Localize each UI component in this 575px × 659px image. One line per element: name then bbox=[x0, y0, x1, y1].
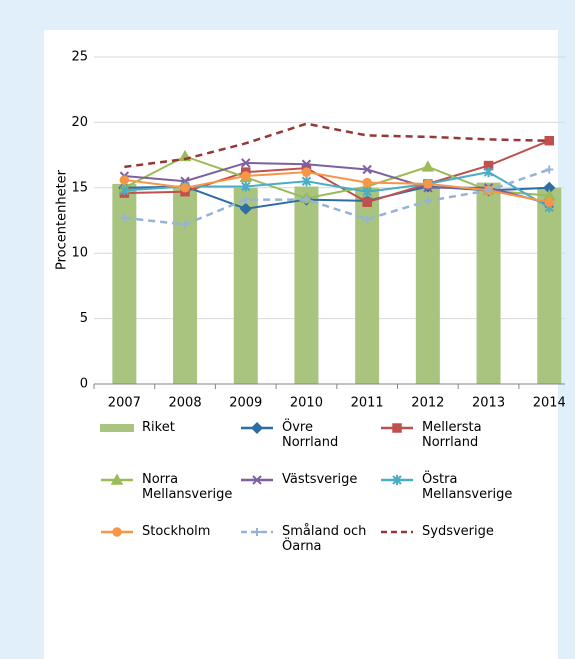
legend-item: Västsverige bbox=[240, 472, 380, 512]
legend-swatch bbox=[101, 473, 133, 485]
line bbox=[124, 139, 550, 204]
bar bbox=[294, 186, 319, 384]
legend-item: Övre Norrland bbox=[240, 420, 380, 460]
legend-item: Småland och Öarna bbox=[240, 524, 380, 564]
marker bbox=[181, 220, 190, 229]
x-tick-label: 2011 bbox=[351, 396, 384, 411]
y-tick-label: 25 bbox=[71, 50, 88, 65]
marker bbox=[119, 175, 130, 185]
legend-swatch bbox=[101, 527, 133, 537]
y-tick-label: 0 bbox=[80, 377, 88, 392]
legend-label: Östra Mellansverige bbox=[422, 472, 513, 502]
y-axis-label: Procentenheter bbox=[55, 169, 70, 270]
marker bbox=[544, 197, 554, 207]
legend-label: Norra Mellansverige bbox=[142, 472, 233, 502]
legend-label: Västsverige bbox=[282, 472, 358, 487]
legend-swatch bbox=[241, 475, 273, 485]
marker bbox=[544, 135, 554, 146]
legend-label: Stockholm bbox=[142, 524, 211, 539]
legend-swatch bbox=[381, 530, 413, 534]
marker bbox=[241, 181, 251, 192]
marker bbox=[119, 185, 130, 196]
y-tick-label: 20 bbox=[71, 115, 88, 130]
marker bbox=[250, 421, 264, 435]
y-tick-label: 5 bbox=[80, 311, 88, 326]
marker bbox=[241, 195, 250, 204]
legend-item: Östra Mellansverige bbox=[380, 472, 540, 512]
x-tick-label: 2008 bbox=[169, 396, 202, 411]
marker bbox=[301, 159, 312, 169]
legend-label: Övre Norrland bbox=[282, 420, 339, 450]
marker bbox=[392, 475, 402, 485]
marker bbox=[301, 176, 312, 187]
marker bbox=[241, 158, 251, 168]
legend-swatch bbox=[100, 424, 134, 432]
marker bbox=[112, 527, 122, 537]
marker bbox=[363, 215, 372, 224]
marker bbox=[239, 202, 252, 215]
legend-item: Stockholm bbox=[100, 524, 240, 564]
x-tick-label: 2014 bbox=[533, 396, 566, 411]
marker bbox=[362, 186, 372, 197]
legend-item: Sydsverige bbox=[380, 524, 540, 564]
legend-swatch bbox=[241, 421, 273, 435]
legend-swatch bbox=[381, 423, 413, 433]
y-tick-label: 15 bbox=[71, 180, 88, 195]
legend-label: Riket bbox=[142, 420, 175, 435]
x-tick-label: 2009 bbox=[229, 396, 262, 411]
line bbox=[123, 155, 550, 200]
marker bbox=[302, 195, 311, 204]
bar bbox=[233, 187, 258, 384]
marker bbox=[252, 475, 262, 485]
marker bbox=[392, 423, 402, 433]
legend-item: Riket bbox=[100, 420, 240, 460]
legend-bar bbox=[100, 424, 134, 432]
legend-swatch bbox=[241, 528, 273, 536]
marker bbox=[241, 171, 251, 181]
y-tick-label: 10 bbox=[71, 246, 88, 261]
marker bbox=[120, 213, 129, 222]
line bbox=[124, 122, 550, 169]
marker bbox=[423, 179, 433, 189]
x-tick-label: 2012 bbox=[411, 396, 444, 411]
legend-label: Mellersta Norrland bbox=[422, 420, 482, 450]
marker bbox=[362, 164, 372, 175]
bar bbox=[476, 182, 501, 384]
line bbox=[124, 168, 550, 226]
marker bbox=[301, 167, 312, 177]
marker bbox=[180, 183, 190, 193]
x-tick-label: 2007 bbox=[108, 396, 141, 411]
legend-item: Norra Mellansverige bbox=[100, 472, 240, 512]
bar bbox=[173, 187, 198, 384]
marker bbox=[421, 160, 435, 172]
marker bbox=[110, 473, 124, 485]
x-tick-label: 2013 bbox=[472, 396, 505, 411]
marker bbox=[483, 167, 494, 178]
marker bbox=[545, 165, 554, 174]
marker bbox=[362, 197, 372, 207]
marker bbox=[253, 528, 261, 536]
legend-item: Mellersta Norrland bbox=[380, 420, 540, 460]
line bbox=[124, 171, 550, 204]
x-tick-label: 2010 bbox=[290, 396, 323, 411]
legend-label: Småland och Öarna bbox=[282, 524, 367, 554]
marker bbox=[423, 196, 432, 205]
line bbox=[124, 161, 550, 205]
marker bbox=[362, 177, 372, 188]
legend-swatch bbox=[381, 475, 413, 485]
legend-label: Sydsverige bbox=[422, 524, 494, 539]
bar bbox=[537, 187, 562, 384]
legend: Riket Övre Norrland Mellersta Norrland Norr… bbox=[100, 420, 560, 564]
bar bbox=[415, 186, 440, 384]
marker bbox=[484, 186, 493, 195]
